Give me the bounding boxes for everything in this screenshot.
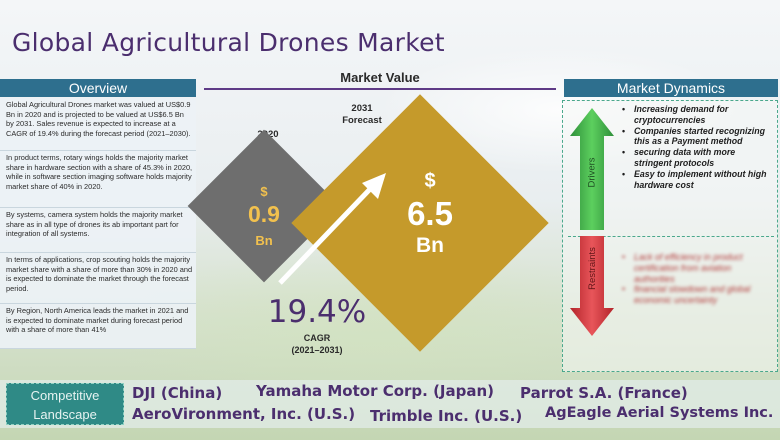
competitive-label-line2: Landscape [33,407,97,422]
restraints-down-arrow-icon [570,236,614,336]
overview-paragraph: By Region, North America leads the marke… [0,304,196,349]
cagr-value: 19.4% [267,294,367,330]
driver-item: securing data with more stringent protoc… [620,147,770,169]
driver-item: Increasing demand for cryptocurrencies [620,104,770,126]
drivers-label: Drivers [586,156,598,188]
restraints-list: Lack of efficiency in product certificat… [620,252,770,306]
overview-paragraph: In product terms, rotary wings holds the… [0,151,196,208]
competitive-label-line1: Competitive [30,388,100,403]
growth-arrow-icon [278,173,386,285]
company-name: Parrot S.A. (France) [520,384,688,402]
company-name: AeroVironment, Inc. (U.S.) [132,405,356,423]
market-value-divider [204,88,556,90]
value-2031-number: 6.5 [407,195,453,232]
competitive-landscape-band [0,380,780,428]
company-name: AgEagle Aerial Systems Inc. [545,405,774,421]
page-title: Global Agricultural Drones Market [12,28,445,57]
value-2020-currency: $ [260,184,268,199]
year-2031-label: 2031 [351,103,373,114]
restraints-label-wrap: Restraints [570,246,614,290]
restraints-label: Restraints [586,246,598,290]
drivers-up-arrow-icon [570,108,614,230]
overview-paragraph: Global Agricultural Drones market was va… [0,98,196,151]
market-dynamics-heading: Market Dynamics [564,79,778,97]
market-value-heading: Market Value [340,70,420,85]
overview-paragraph: In terms of applications, crop scouting … [0,253,196,304]
value-2020-unit: Bn [255,233,273,248]
value-2031-unit: Bn [416,234,444,257]
forecast-label: Forecast [342,115,382,126]
company-name: Trimble Inc. (U.S.) [370,407,523,425]
restraint-item: financial slowdown and global economic u… [620,284,770,306]
market-dynamics-divider [568,236,774,237]
overview-paragraph: By systems, camera system holds the majo… [0,208,196,253]
value-2031-currency: $ [424,170,436,192]
driver-item: Easy to implement without high hardware … [620,169,770,191]
cagr-period: (2021–2031) [291,345,343,355]
value-2020-number: 0.9 [248,201,280,227]
driver-item: Companies started recognizing this as a … [620,126,770,148]
company-name: Yamaha Motor Corp. (Japan) [256,382,495,400]
drivers-list: Increasing demand for cryptocurrencies C… [620,104,770,190]
restraint-item: Lack of efficiency in product certificat… [620,252,770,284]
company-name: DJI (China) [132,384,223,402]
drivers-label-wrap: Drivers [570,150,614,194]
overview-heading: Overview [0,79,196,97]
cagr-label: CAGR [303,333,331,343]
competitive-landscape-label: Competitive Landscape [6,383,124,425]
